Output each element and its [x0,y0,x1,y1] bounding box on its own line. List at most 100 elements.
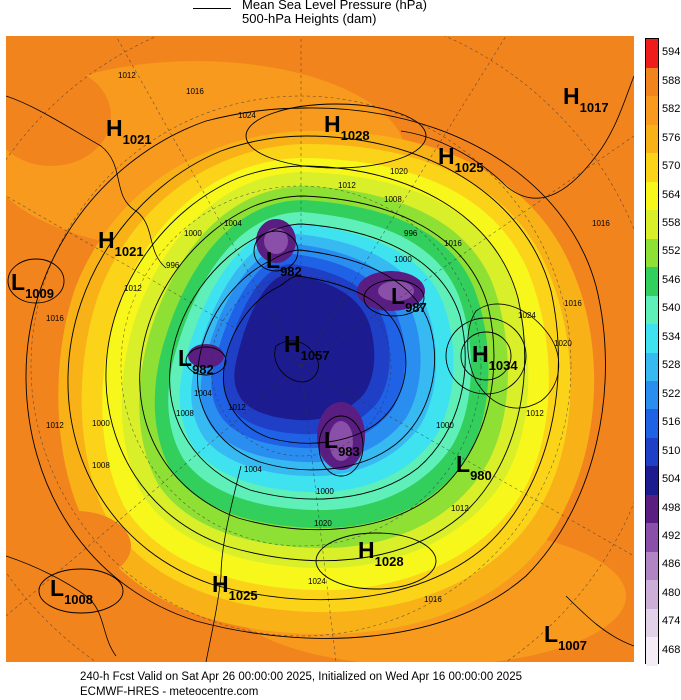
forecast-validity-text: 240-h Fcst Valid on Sat Apr 26 00:00:00 … [80,671,522,683]
colorbar-tick-label: 540 [662,302,681,315]
colorbar-segment [646,636,658,666]
colorbar-tick-label: 516 [662,416,681,429]
colorbar-segment [646,437,658,467]
colorbar-tick-label: 588 [662,74,681,87]
weather-map: 1012 1016 1024 1012 1020 1008 1000 996 1… [6,36,634,662]
isobar-label: 1000 [92,419,110,428]
height-band-498-west [188,344,224,368]
colorbar-tick-label: 534 [662,330,681,343]
colorbar-segment [646,152,658,182]
isobar-label-layer: 1012 1016 1024 1012 1020 1008 1000 996 1… [46,71,610,604]
grid-meridian-5 [6,365,302,617]
colorbar-tick-label: 594 [662,46,681,59]
isobar-label: 1016 [186,87,204,96]
coastline-ne [400,75,634,199]
high-1057-pole: H1057 [284,331,330,363]
colorbar-tick-label: 582 [662,103,681,116]
colorbar-tick-label: 510 [662,444,681,457]
low-980-southeast: L980 [456,451,492,483]
isobar-label: 1000 [316,487,334,496]
isobar-label: 1000 [394,255,412,264]
map-svg: 1012 1016 1024 1012 1020 1008 1000 996 1… [6,36,634,662]
height-band-588-nw-pocket [6,66,111,166]
isobar-label: 1020 [554,339,572,348]
isobar-legend-line [193,8,231,9]
grid-meridian-8 [300,36,507,367]
colorbar-segment [646,608,658,638]
coastline-sw [6,555,117,657]
isobar-label: 1008 [92,461,110,470]
coastline-east-island [467,303,560,409]
low-983-south: L983 [324,427,360,459]
grid-meridian-6 [6,195,302,367]
isobar-label: 1012 [124,284,142,293]
isobar-label: 1016 [424,595,442,604]
colorbar-segment [646,95,658,125]
high-1025-northeast: H1025 [438,143,484,175]
isobar-legend-label: Mean Sea Level Pressure (hPa) [242,0,427,12]
colorbar-tick-label: 492 [662,529,681,542]
colorbar-segment [646,266,658,296]
high-1021-west-2: H1021 [98,227,144,259]
high-1034-east: H1034 [472,341,518,373]
high-1025-south: H1025 [212,571,258,603]
isobar-outer [25,107,606,639]
low-1009-west: L1009 [11,269,54,301]
latlon-grid [6,36,634,662]
isobar-label: 1012 [46,421,64,430]
height-band-492-east [378,281,414,301]
low-982-west: L982 [178,345,214,377]
colorbar-segment [646,323,658,353]
high-1021-west: H1021 [106,115,152,147]
grid-circle-1 [210,275,392,457]
isobar-label: 1016 [46,314,64,323]
colorbar-segment [646,181,658,211]
isobar-label: 1012 [526,409,544,418]
isobar-label: 1024 [518,311,536,320]
colorbar-segment [646,67,658,97]
colorbar-segment [646,551,658,581]
isobar-label: 996 [404,229,418,238]
isobar-label: 1012 [118,71,136,80]
isobar-label: 1024 [238,111,256,120]
low-982-north: L982 [266,247,302,279]
isobar-label: 1008 [384,195,402,204]
colorbar-segment [646,39,658,68]
isobar-2 [67,135,559,601]
colorbar-tick-label: 498 [662,501,681,514]
isobar-low-north-ring [253,230,299,272]
colorbar-tick-label: 528 [662,359,681,372]
isobar-label: 1016 [592,219,610,228]
coastline-se [565,595,634,647]
isobar-label: 1012 [338,181,356,190]
colorbar-segment [646,408,658,438]
isobar-6 [197,249,435,471]
isobar-label: 1004 [244,465,262,474]
low-987-east: L987 [391,283,427,315]
colorbar-tick-label: 468 [662,643,681,656]
grid-meridian-2 [300,135,634,367]
isobar-low-south-ring [318,415,364,477]
isobar-label: 1004 [194,389,212,398]
isobar-label: 1020 [390,167,408,176]
isobar-5 [169,223,466,500]
isobar-4 [139,195,495,531]
grid-meridian-4 [300,365,337,662]
low-1007-southeast: L1007 [544,621,587,653]
grid-circle-3 [30,95,572,637]
isobar-low-east-ring [363,279,425,317]
coastline-layer [6,75,634,662]
colorbar-tick-label: 504 [662,473,681,486]
height-band-492-south [329,421,353,461]
isobar-label: 1020 [314,519,332,528]
colorbar-segment [646,209,658,239]
colorbar-tick-label: 576 [662,131,681,144]
colorbar-tick-label: 552 [662,245,681,258]
colorbar-tick-label: 564 [662,188,681,201]
coastline-polar-island [274,340,319,383]
colorbar-segment [646,124,658,154]
isobar-7 [222,275,407,444]
pressure-centers: H1021 H1028 H1017 H1025 H1021 L1009 L982… [11,83,609,653]
colorbar-segment [646,295,658,325]
isobar-low-1008-ring [38,568,124,614]
